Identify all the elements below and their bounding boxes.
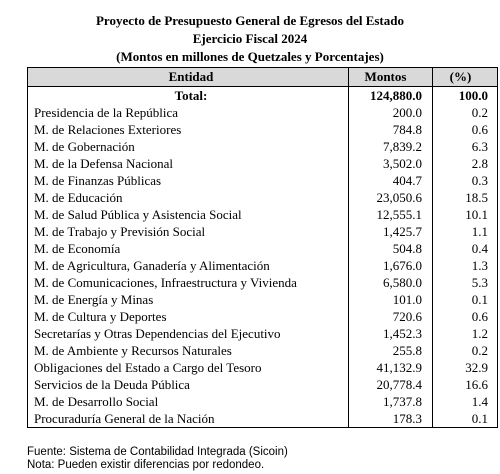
amount-cell: 20,778.4 (348, 376, 433, 393)
entity-cell: M. de Gobernación (27, 138, 349, 155)
amount-cell: 101.0 (348, 291, 433, 308)
percent-cell: 0.2 (432, 104, 498, 121)
entity-cell: Secretarías y Otras Dependencias del Eje… (27, 325, 349, 342)
budget-table: Entidad Montos (%) Total: 124,880.0 100.… (27, 67, 498, 428)
table-row: Presidencia de la República 200.0 0.2 (27, 104, 498, 121)
percent-cell: 1.1 (432, 223, 498, 240)
entity-cell: M. de Trabajo y Previsión Social (27, 223, 349, 240)
document-subtitle: Ejercicio Fiscal 2024 (192, 31, 308, 46)
amount-cell: 1,737.8 (348, 393, 433, 410)
amount-cell: 6,580.0 (348, 274, 433, 291)
percent-cell: 18.5 (432, 189, 498, 206)
percent-cell: 1.4 (432, 393, 498, 410)
entity-cell: M. de Energía y Minas (27, 291, 349, 308)
table-row: Servicios de la Deuda Pública 20,778.4 16.… (27, 376, 498, 393)
table-row: M. de Finanzas Públicas 404.7 0.3 (27, 172, 498, 189)
table-row: M. de Gobernación 7,839.2 6.3 (27, 138, 498, 155)
entity-cell: M. de Ambiente y Recursos Naturales (27, 342, 349, 359)
entity-cell: Obligaciones del Estado a Cargo del Teso… (27, 359, 349, 376)
percent-cell: 32.9 (432, 359, 498, 376)
table-row: Obligaciones del Estado a Cargo del Teso… (27, 359, 498, 376)
percent-cell: 0.3 (432, 172, 498, 189)
entity-cell: M. de Comunicaciones, Infraestructura y … (27, 274, 349, 291)
table-row: M. de Energía y Minas 101.0 0.1 (27, 291, 498, 308)
table-row: Procuraduría General de la Nación 178.3 0.… (27, 410, 498, 428)
amount-cell: 12,555.1 (348, 206, 433, 223)
entity-cell: Servicios de la Deuda Pública (27, 376, 349, 393)
entity-cell: M. de Salud Pública y Asistencia Social (27, 206, 349, 223)
percent-cell: 10.1 (432, 206, 498, 223)
percent-cell: 16.6 (432, 376, 498, 393)
amount-cell: 784.8 (348, 121, 433, 138)
amount-cell: 23,050.6 (348, 189, 433, 206)
percent-cell: 0.2 (432, 342, 498, 359)
table-row: M. de Economía 504.8 0.4 (27, 240, 498, 257)
entity-cell: M. de Agricultura, Ganadería y Alimentac… (27, 257, 349, 274)
entity-cell: Procuraduría General de la Nación (27, 410, 349, 428)
amount-cell: 178.3 (348, 410, 433, 428)
table-row: M. de Relaciones Exteriores 784.8 0.6 (27, 121, 498, 138)
entity-cell: M. de la Defensa Nacional (27, 155, 349, 172)
amount-cell: 3,502.0 (348, 155, 433, 172)
entity-cell: M. de Finanzas Públicas (27, 172, 349, 189)
total-amount: 124,880.0 (348, 86, 433, 104)
percent-cell: 1.3 (432, 257, 498, 274)
document-title: Proyecto de Presupuesto General de Egres… (95, 13, 404, 28)
table-header-row: Entidad Montos (%) (27, 67, 498, 87)
percent-cell: 0.4 (432, 240, 498, 257)
header-entity: Entidad (27, 67, 349, 87)
amount-cell: 504.8 (348, 240, 433, 257)
entity-cell: Presidencia de la República (27, 104, 349, 121)
total-label: Total: (27, 86, 349, 104)
table-row: M. de Ambiente y Recursos Naturales 255.8… (27, 342, 498, 359)
table-row: M. de Salud Pública y Asistencia Social 1… (27, 206, 498, 223)
table-row: M. de la Defensa Nacional 3,502.0 2.8 (27, 155, 498, 172)
table-row: M. de Trabajo y Previsión Social 1,425.7 1… (27, 223, 498, 240)
percent-cell: 2.8 (432, 155, 498, 172)
table-row: M. de Cultura y Deportes 720.6 0.6 (27, 308, 498, 325)
percent-cell: 0.1 (432, 291, 498, 308)
amount-cell: 404.7 (348, 172, 433, 189)
amount-cell: 1,676.0 (348, 257, 433, 274)
table-row: Secretarías y Otras Dependencias del Eje… (27, 325, 498, 342)
total-percent: 100.0 (432, 86, 498, 104)
percent-cell: 6.3 (432, 138, 498, 155)
header-percent: (%) (432, 67, 498, 87)
amount-cell: 255.8 (348, 342, 433, 359)
percent-cell: 1.2 (432, 325, 498, 342)
table-row: M. de Comunicaciones, Infraestructura y … (27, 274, 498, 291)
amount-cell: 720.6 (348, 308, 433, 325)
units-caption: (Montos en millones de Quetzales y Porce… (116, 49, 384, 64)
table-row: M. de Agricultura, Ganadería y Alimentac… (27, 257, 498, 274)
table-row: M. de Educación 23,050.6 18.5 (27, 189, 498, 206)
entity-cell: M. de Cultura y Deportes (27, 308, 349, 325)
percent-cell: 5.3 (432, 274, 498, 291)
total-row: Total: 124,880.0 100.0 (27, 86, 498, 104)
table-row: M. de Desarrollo Social 1,737.8 1.4 (27, 393, 498, 410)
entity-cell: M. de Educación (27, 189, 349, 206)
header-amount: Montos (348, 67, 433, 87)
amount-cell: 41,132.9 (348, 359, 433, 376)
amount-cell: 1,452.3 (348, 325, 433, 342)
entity-cell: M. de Desarrollo Social (27, 393, 349, 410)
amount-cell: 1,425.7 (348, 223, 433, 240)
percent-cell: 0.1 (432, 410, 498, 428)
percent-cell: 0.6 (432, 308, 498, 325)
entity-cell: M. de Economía (27, 240, 349, 257)
source-note: Fuente: Sistema de Contabilidad Integrad… (27, 446, 288, 458)
amount-cell: 7,839.2 (348, 138, 433, 155)
entity-cell: M. de Relaciones Exteriores (27, 121, 349, 138)
amount-cell: 200.0 (348, 104, 433, 121)
rounding-note: Nota: Pueden existir diferencias por red… (27, 459, 265, 471)
percent-cell: 0.6 (432, 121, 498, 138)
